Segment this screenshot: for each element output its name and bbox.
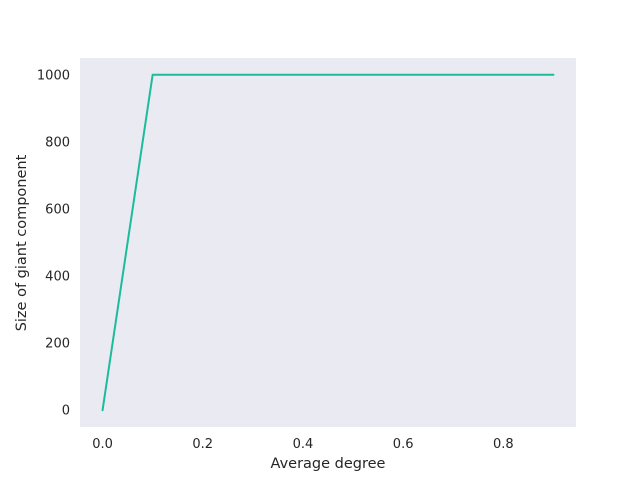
y-tick-label: 400	[45, 270, 70, 285]
y-tick-label: 800	[45, 135, 70, 150]
y-tick-label: 600	[45, 202, 70, 217]
y-axis-label: Size of giant component	[14, 154, 30, 331]
x-axis-label: Average degree	[271, 456, 386, 472]
y-tick-label: 1000	[37, 68, 70, 83]
x-tick-label: 0.8	[493, 437, 514, 452]
x-tick-label: 0.6	[393, 437, 414, 452]
y-tick-label: 0	[62, 404, 70, 419]
y-tick-labels: 0 200 400 600 800 1000	[37, 68, 70, 418]
plot-area	[80, 58, 576, 427]
series-line	[101, 73, 555, 412]
x-tick-label: 0.4	[293, 437, 314, 452]
x-tick-label: 0.2	[192, 437, 213, 452]
x-tick-labels: 0.0 0.2 0.4 0.6 0.8	[92, 437, 513, 452]
series-layer	[101, 73, 555, 412]
x-tick-label: 0.0	[92, 437, 113, 452]
y-tick-label: 200	[45, 337, 70, 352]
